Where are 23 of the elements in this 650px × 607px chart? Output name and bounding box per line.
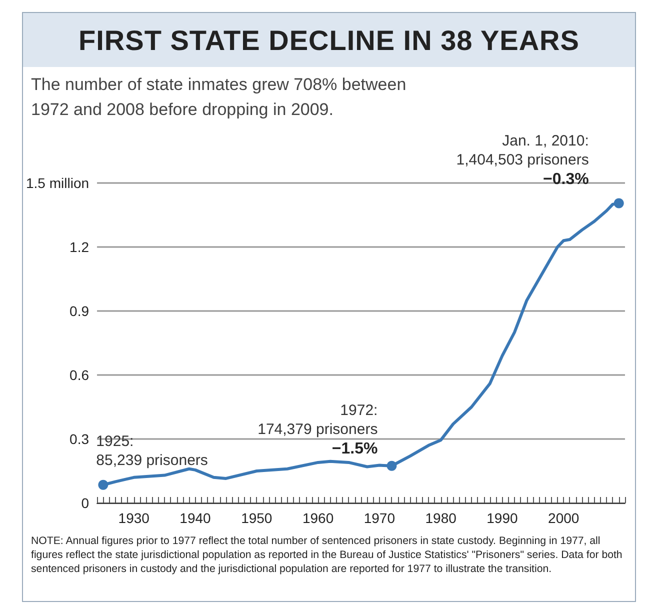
- y-tick-label: 0.9: [70, 303, 90, 319]
- point: [386, 460, 397, 471]
- annotation: 1972: 174,379 prisoners −1.5%: [258, 402, 378, 458]
- text: NOTE: Annual figures prior to 1977 reflect the total number of sentenced prisoners in state custody. Beginning in 1977, all figures reflect the state jurisdictional population as reported in the Bureau of Justice Statistics' "Prisoners" series. Data for both sentenced prisoners in custody and the jurisdictional population are reported for 1977 to illustrate the transition.: [31, 535, 624, 576]
- x-tick-label: 2000: [548, 510, 580, 526]
- x-tick-label: 1930: [118, 510, 150, 526]
- chart-subtitle: The number of state inmates grew 708% between 1972 and 2008 before dropping in 2009.: [30, 74, 408, 121]
- x-tick-label: 1940: [180, 510, 212, 526]
- x-tick-label: 1990: [486, 510, 518, 526]
- annotation: 1925: 85,239 prisoners: [96, 432, 208, 469]
- point: [98, 480, 108, 490]
- point: [614, 198, 624, 208]
- y-tick-label: 1.5 million: [26, 175, 90, 191]
- x-tick-label: 1960: [302, 510, 334, 526]
- annotation: Jan. 1, 2010: 1,404,503 prisoners −0.3%: [456, 132, 589, 188]
- y-tick-label: 1.2: [70, 239, 90, 255]
- y-tick-label: 0: [81, 495, 90, 511]
- y-tick-label: 0.6: [70, 367, 90, 383]
- x-tick-label: 1950: [241, 510, 272, 526]
- x-tick-label: 1980: [425, 510, 457, 526]
- y-tick-label: 0.3: [70, 431, 90, 447]
- chart-title: FIRST STATE DECLINE IN 38 YEARS: [23, 13, 635, 67]
- x-tick-label: 1970: [364, 510, 396, 526]
